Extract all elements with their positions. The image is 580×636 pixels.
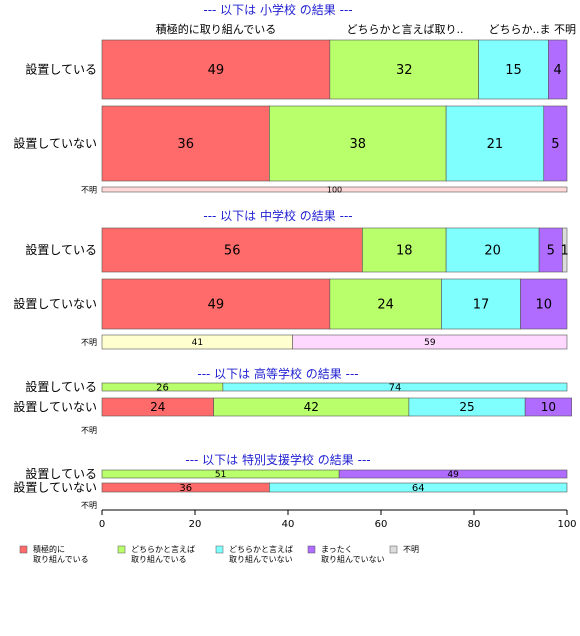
column-header: ま (540, 23, 551, 36)
data-label: 49 (208, 298, 225, 313)
data-label: 1 (561, 244, 569, 259)
row-label: 設置していない (13, 480, 97, 495)
legend-label: まったく (321, 545, 353, 554)
legend-swatch (215, 545, 224, 554)
legend-swatch (307, 545, 316, 554)
data-label: 32 (396, 63, 413, 78)
data-label: 10 (535, 298, 552, 313)
legend-label: 不明 (403, 545, 419, 554)
x-tick-label: 80 (468, 519, 481, 530)
bar-segment (441, 278, 521, 330)
bar-segment (101, 278, 331, 330)
data-label: 74 (389, 383, 402, 394)
panel: --- 以下は 高等学校 の結果 --- 設置している 26 74 設置していない 24 4… (13, 366, 572, 435)
data-label: 64 (412, 483, 425, 494)
data-label: 20 (484, 244, 501, 259)
bar-segment (329, 278, 442, 330)
data-label: 42 (304, 400, 319, 414)
data-label: 49 (208, 63, 225, 78)
bar-segment (338, 469, 568, 479)
panel-title: --- 以下は 中学校 の結果 --- (203, 208, 352, 223)
legend-label: どちらかと言えば (131, 544, 195, 554)
bar-segment (445, 105, 545, 182)
data-label: 36 (177, 137, 194, 152)
bar-segment (543, 105, 568, 182)
column-header: どちらか.. (489, 23, 540, 36)
data-label: 56 (224, 244, 241, 259)
bar-segment (101, 105, 270, 182)
column-header: 不明 (554, 23, 576, 36)
row-label: 不明 (81, 426, 97, 435)
data-label: 26 (156, 383, 169, 394)
bar-segment (520, 278, 568, 330)
data-label: 10 (541, 400, 556, 414)
bar-segment (269, 105, 447, 182)
bar-segment (101, 39, 331, 100)
data-label: 25 (459, 400, 474, 414)
legend-label: 取り組んでいない (229, 554, 293, 564)
data-label: 51 (215, 470, 226, 480)
bar-segment (101, 227, 363, 273)
legend-swatch (117, 545, 126, 554)
data-label: 100 (327, 185, 342, 194)
data-label: 4 (554, 63, 562, 78)
legend-label: 取り組んでいる (33, 554, 89, 564)
row-label: 設置している (25, 242, 97, 257)
column-header: どちらかと言えば取り.. (347, 23, 464, 36)
panel: --- 以下は 中学校 の結果 --- 設置している 56 18 20 5 1 設置していない… (13, 208, 569, 350)
row-label: 不明 (81, 186, 97, 195)
panel-title: --- 以下は 高等学校 の結果 --- (197, 366, 358, 381)
row-label: 不明 (81, 501, 97, 510)
row-label: 設置している (25, 62, 97, 77)
data-label: 17 (473, 298, 490, 313)
legend-label: 積極的に (33, 544, 65, 554)
panel-title: --- 以下は 小学校 の結果 --- (203, 2, 352, 17)
legend: 積極的に取り組んでいるどちらかと言えば取り組んでいるどちらかと言えば取り組んでい… (19, 544, 419, 564)
data-label: 5 (547, 244, 555, 259)
bar-segment (562, 227, 568, 273)
legend-label: 取り組んでいる (131, 554, 187, 564)
data-label: 41 (192, 338, 203, 348)
data-label: 21 (487, 137, 504, 152)
x-tick-label: 0 (99, 519, 105, 530)
row-label: 設置していない (13, 399, 97, 414)
row-label: 設置していない (13, 136, 97, 151)
legend-swatch (19, 545, 28, 554)
x-tick-label: 40 (282, 519, 295, 530)
x-tick-label: 100 (557, 519, 576, 530)
panel-title: --- 以下は 特別支援学校 の結果 --- (185, 452, 370, 467)
bar-segment (329, 39, 479, 100)
legend-label: 取り組んでいない (321, 554, 385, 564)
data-label: 18 (396, 244, 413, 259)
bar-segment (478, 39, 549, 100)
panel: --- 以下は 特別支援学校 の結果 --- 設置している 51 49 設置していない 3… (13, 452, 568, 510)
row-label: 設置している (25, 379, 97, 394)
bar-segment (524, 397, 572, 417)
data-label: 5 (551, 137, 559, 152)
bar-segment (101, 186, 568, 193)
bar-segment (292, 334, 568, 350)
data-label: 24 (150, 400, 165, 414)
bar-segment (445, 227, 540, 273)
panel: --- 以下は 小学校 の結果 --- 設置している 49 32 15 4 設置していない 3… (13, 2, 568, 195)
row-label: 不明 (81, 338, 97, 347)
data-label: 38 (349, 137, 366, 152)
data-label: 15 (505, 63, 522, 78)
x-tick-label: 60 (375, 519, 388, 530)
legend-label: どちらかと言えば (229, 544, 293, 554)
bar-segment (362, 227, 447, 273)
bar-segment (269, 482, 568, 493)
data-label: 59 (424, 338, 436, 348)
data-label: 36 (179, 483, 192, 494)
data-label: 24 (377, 298, 394, 313)
bar-segment (222, 382, 568, 392)
row-label: 設置している (25, 466, 97, 481)
data-label: 49 (447, 470, 459, 480)
legend-swatch (389, 545, 398, 554)
row-label: 設置していない (13, 296, 97, 311)
x-tick-label: 20 (189, 519, 202, 530)
bar-segment (548, 39, 568, 100)
column-header: 積極的に取り組んでいる (156, 22, 276, 36)
